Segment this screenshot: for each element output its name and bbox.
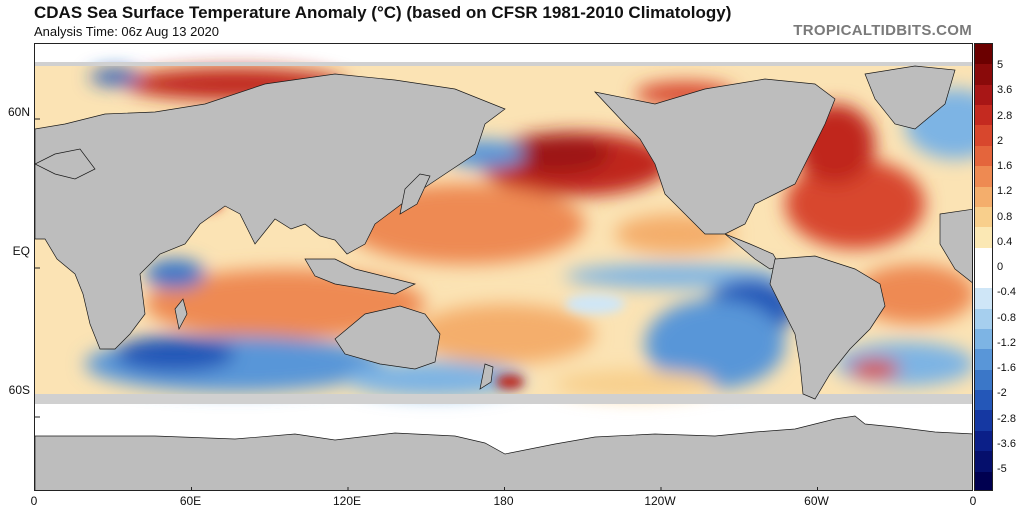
sst-anomaly-map [34,43,973,491]
map-title: CDAS Sea Surface Temperature Anomaly (°C… [34,3,732,22]
colorbar-tick-label: 0 [997,261,1004,273]
colorbar-tick-label: -1.6 [997,362,1016,374]
colorbar-segment [975,349,992,370]
landmass-north-america [593,78,836,235]
colorbar-segment [975,125,992,146]
colorbar-tick-label: 2 [997,134,1004,147]
colorbar-segment [975,369,992,391]
colorbar-segment [975,471,992,490]
colorbar-tick-label: 2.8 [997,109,1013,122]
colorbar-segment [975,145,992,167]
lat-label: 60N [7,104,30,119]
colorbar-segment [975,64,992,85]
analysis-time: Analysis Time: 06z Aug 13 2020 [34,24,220,39]
lat-label: EQ [12,244,30,259]
lon-label: 0 [969,494,977,508]
landmass-japan [399,173,431,215]
colorbar-tick-label: -5 [997,463,1007,475]
colorbar-tick-label: -1.2 [997,336,1016,349]
colorbar-tick-label: 3.6 [997,84,1013,97]
colorbar-tick-label: -2.8 [997,412,1016,425]
lon-label: 180 [493,494,514,508]
colorbar-segment [975,288,992,309]
colorbar-tick-label: -2 [997,387,1007,400]
lat-label: 60S [8,383,30,398]
colorbar-segment [975,247,992,268]
lon-label: 120E [332,494,362,508]
lon-label: 120W [644,494,676,508]
colorbar-segment [975,105,992,126]
colorbar-segment [975,430,992,452]
landmass-greenland [864,65,956,130]
colorbar-segment [975,390,992,411]
colorbar-segment [975,227,992,248]
landmass-madagascar [174,298,188,331]
landmass-south-america [769,255,886,400]
colorbar-segment [975,206,992,228]
colorbar-segment [975,329,992,350]
landmass-new-zealand [479,363,494,390]
colorbar-segment [975,84,992,106]
colorbar-tick-label: 1.2 [997,185,1013,198]
map-canvas [35,62,972,490]
colorbar-tick-label: 5 [997,59,1004,71]
colorbar-tick-label: -0.4 [997,286,1016,299]
colorbar-segment [975,166,992,187]
lon-label: 60E [179,494,202,508]
landmass-maritime-continent [304,258,417,295]
colorbar [974,43,993,491]
colorbar-tick-label: 0.8 [997,210,1013,223]
landmass-west-africa-edge [939,208,972,283]
colorbar-segment [975,44,992,65]
colorbar-segment [975,186,992,207]
colorbar-tick-label: -3.6 [997,437,1016,450]
lon-label: 0 [30,494,38,508]
lon-label: 60W [804,494,829,508]
colorbar-segment [975,267,992,289]
colorbar-tick-label: 1.6 [997,160,1013,172]
colorbar-segment [975,308,992,330]
continents [35,65,972,400]
brand-watermark: TROPICALTIDBITS.COM [793,22,972,39]
colorbar-segment [975,451,992,472]
graticule-ticks [35,118,818,490]
landmass-europe [35,148,96,180]
colorbar-tick-label: -0.8 [997,311,1016,324]
colorbar-tick-label: 0.4 [997,235,1013,248]
colorbar-segment [975,410,992,431]
landmass-australia [334,305,441,370]
sea-ice-and-antarctica [35,62,972,490]
landmass-africa-eurasia [35,73,506,350]
